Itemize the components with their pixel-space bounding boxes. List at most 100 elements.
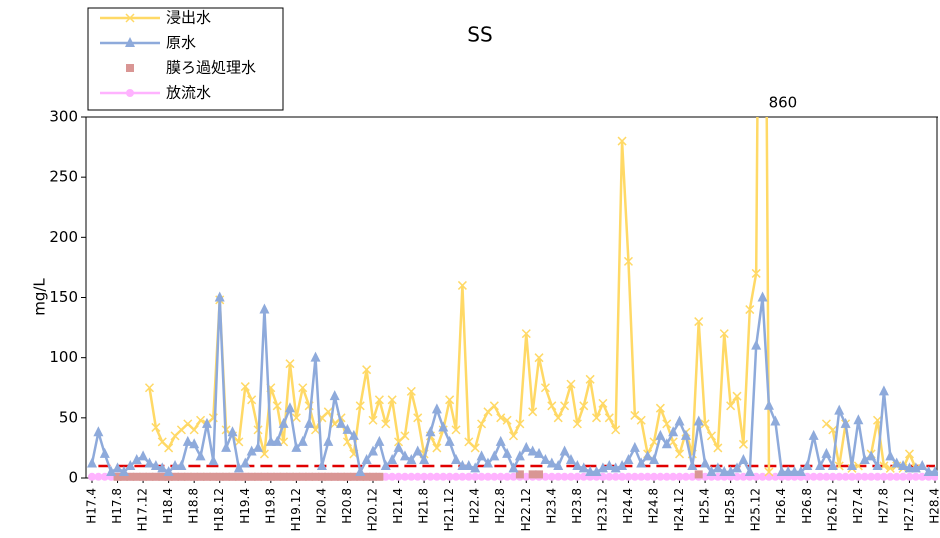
chart-title: SS	[467, 23, 492, 47]
marker-triangle	[342, 423, 353, 434]
marker-x	[617, 136, 627, 146]
marker-circle	[452, 472, 461, 481]
marker-triangle	[872, 459, 883, 470]
x-tick-label: H26.12	[825, 488, 839, 531]
marker-triangle	[846, 459, 857, 470]
marker-triangle	[304, 417, 315, 428]
marker-triangle	[310, 351, 321, 362]
marker-triangle	[732, 462, 743, 473]
marker-triangle	[840, 417, 851, 428]
marker-square	[234, 472, 243, 481]
marker-square	[260, 472, 269, 481]
marker-triangle	[770, 415, 781, 426]
x-tick-label: H26.4	[774, 488, 788, 524]
marker-triangle	[451, 453, 462, 464]
marker-x	[904, 449, 914, 459]
marker-triangle	[930, 465, 938, 476]
marker-x	[726, 401, 736, 411]
x-tick-label: H19.12	[289, 488, 303, 531]
marker-circle	[464, 472, 473, 481]
marker-square	[311, 472, 320, 481]
marker-x	[445, 395, 455, 405]
marker-square	[177, 472, 186, 481]
marker-circle	[420, 472, 429, 481]
marker-triangle	[783, 465, 794, 476]
marker-circle	[439, 472, 448, 481]
marker-square	[273, 472, 282, 481]
x-tick-label: H21.4	[391, 488, 405, 524]
x-tick-label: H17.12	[136, 488, 150, 531]
marker-square	[515, 470, 524, 479]
marker-square	[164, 472, 173, 481]
marker-circle	[458, 472, 467, 481]
x-tick-label: H25.4	[698, 488, 712, 524]
marker-triangle	[923, 465, 934, 476]
marker-x	[125, 13, 135, 23]
marker-x	[196, 415, 206, 425]
marker-triangle	[834, 404, 845, 415]
marker-triangle	[502, 447, 513, 458]
marker-triangle	[482, 457, 493, 468]
marker-triangle	[815, 459, 826, 470]
x-tick-label: H22.4	[468, 488, 482, 524]
marker-circle	[758, 472, 767, 481]
marker-triangle	[240, 457, 251, 468]
marker-square	[356, 472, 365, 481]
legend-label: 原水	[166, 34, 196, 52]
marker-circle	[560, 472, 569, 481]
y-tick-label: 0	[68, 469, 78, 487]
marker-triangle	[636, 457, 647, 468]
x-tick-label: H20.12	[366, 488, 380, 531]
marker-triangle	[323, 435, 334, 446]
marker-triangle	[412, 445, 423, 456]
marker-x	[285, 359, 295, 369]
marker-circle	[835, 472, 844, 481]
marker-circle	[841, 472, 850, 481]
marker-triangle	[623, 453, 634, 464]
marker-circle	[650, 472, 658, 481]
marker-triangle	[157, 462, 168, 473]
marker-triangle	[272, 435, 283, 446]
series-line	[90, 296, 935, 474]
y-axis-label: mg/L	[31, 278, 49, 316]
marker-x	[189, 425, 199, 435]
marker-triangle	[744, 465, 755, 476]
marker-triangle	[399, 450, 410, 461]
marker-triangle	[559, 445, 570, 456]
marker-triangle	[898, 459, 909, 470]
marker-circle	[490, 472, 499, 481]
marker-circle	[675, 472, 684, 481]
marker-triangle	[495, 435, 506, 446]
marker-triangle	[259, 303, 270, 314]
marker-square	[285, 472, 294, 481]
marker-circle	[662, 472, 671, 481]
marker-square	[132, 472, 141, 481]
x-tick-label: H26.8	[800, 488, 814, 524]
marker-circle	[637, 472, 646, 481]
marker-x	[272, 401, 282, 411]
marker-square	[247, 472, 256, 481]
marker-triangle	[336, 417, 347, 428]
marker-x	[585, 374, 595, 384]
marker-triangle	[163, 465, 174, 476]
marker-triangle	[617, 459, 628, 470]
marker-x	[528, 407, 538, 417]
marker-x	[604, 413, 614, 423]
x-tick-label: H18.8	[187, 488, 201, 524]
marker-triangle	[878, 385, 889, 396]
marker-circle	[400, 472, 409, 481]
marker-x	[745, 305, 755, 315]
y-tick-label: 100	[49, 348, 78, 366]
marker-x	[515, 419, 525, 429]
marker-x	[623, 256, 633, 266]
marker-x	[694, 317, 704, 327]
marker-circle	[847, 472, 856, 481]
x-tick-label: H23.12	[595, 488, 609, 531]
marker-circle	[630, 472, 639, 481]
marker-circle	[681, 472, 690, 481]
marker-square	[330, 472, 339, 481]
marker-circle	[828, 472, 837, 481]
marker-square	[145, 472, 154, 481]
marker-triangle	[668, 426, 679, 437]
